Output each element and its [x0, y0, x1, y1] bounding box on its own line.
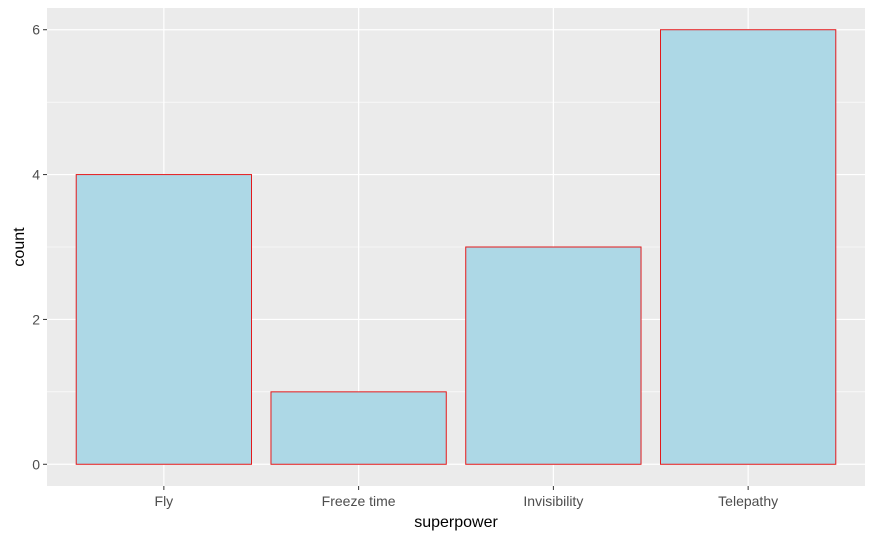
y-axis-title: count	[11, 227, 28, 267]
bar	[75, 174, 253, 465]
bar	[465, 246, 642, 465]
x-tick-label: Invisibility	[523, 493, 583, 509]
bar	[270, 391, 447, 465]
x-axis-title: superpower	[414, 514, 498, 531]
bars	[75, 29, 837, 465]
x-tick-label: Fly	[155, 493, 174, 509]
y-axis-ticks: 0 2 4 6	[32, 22, 47, 472]
x-tick-label: Telepathy	[718, 493, 778, 509]
x-axis-ticks: Fly Freeze time Invisibility Telepathy	[155, 486, 778, 509]
y-tick-label: 6	[32, 22, 40, 38]
y-tick-label: 0	[32, 456, 40, 472]
y-tick-label: 2	[32, 311, 40, 327]
x-tick-label: Freeze time	[322, 493, 396, 509]
y-tick-label: 4	[32, 167, 40, 183]
bar	[660, 29, 837, 465]
